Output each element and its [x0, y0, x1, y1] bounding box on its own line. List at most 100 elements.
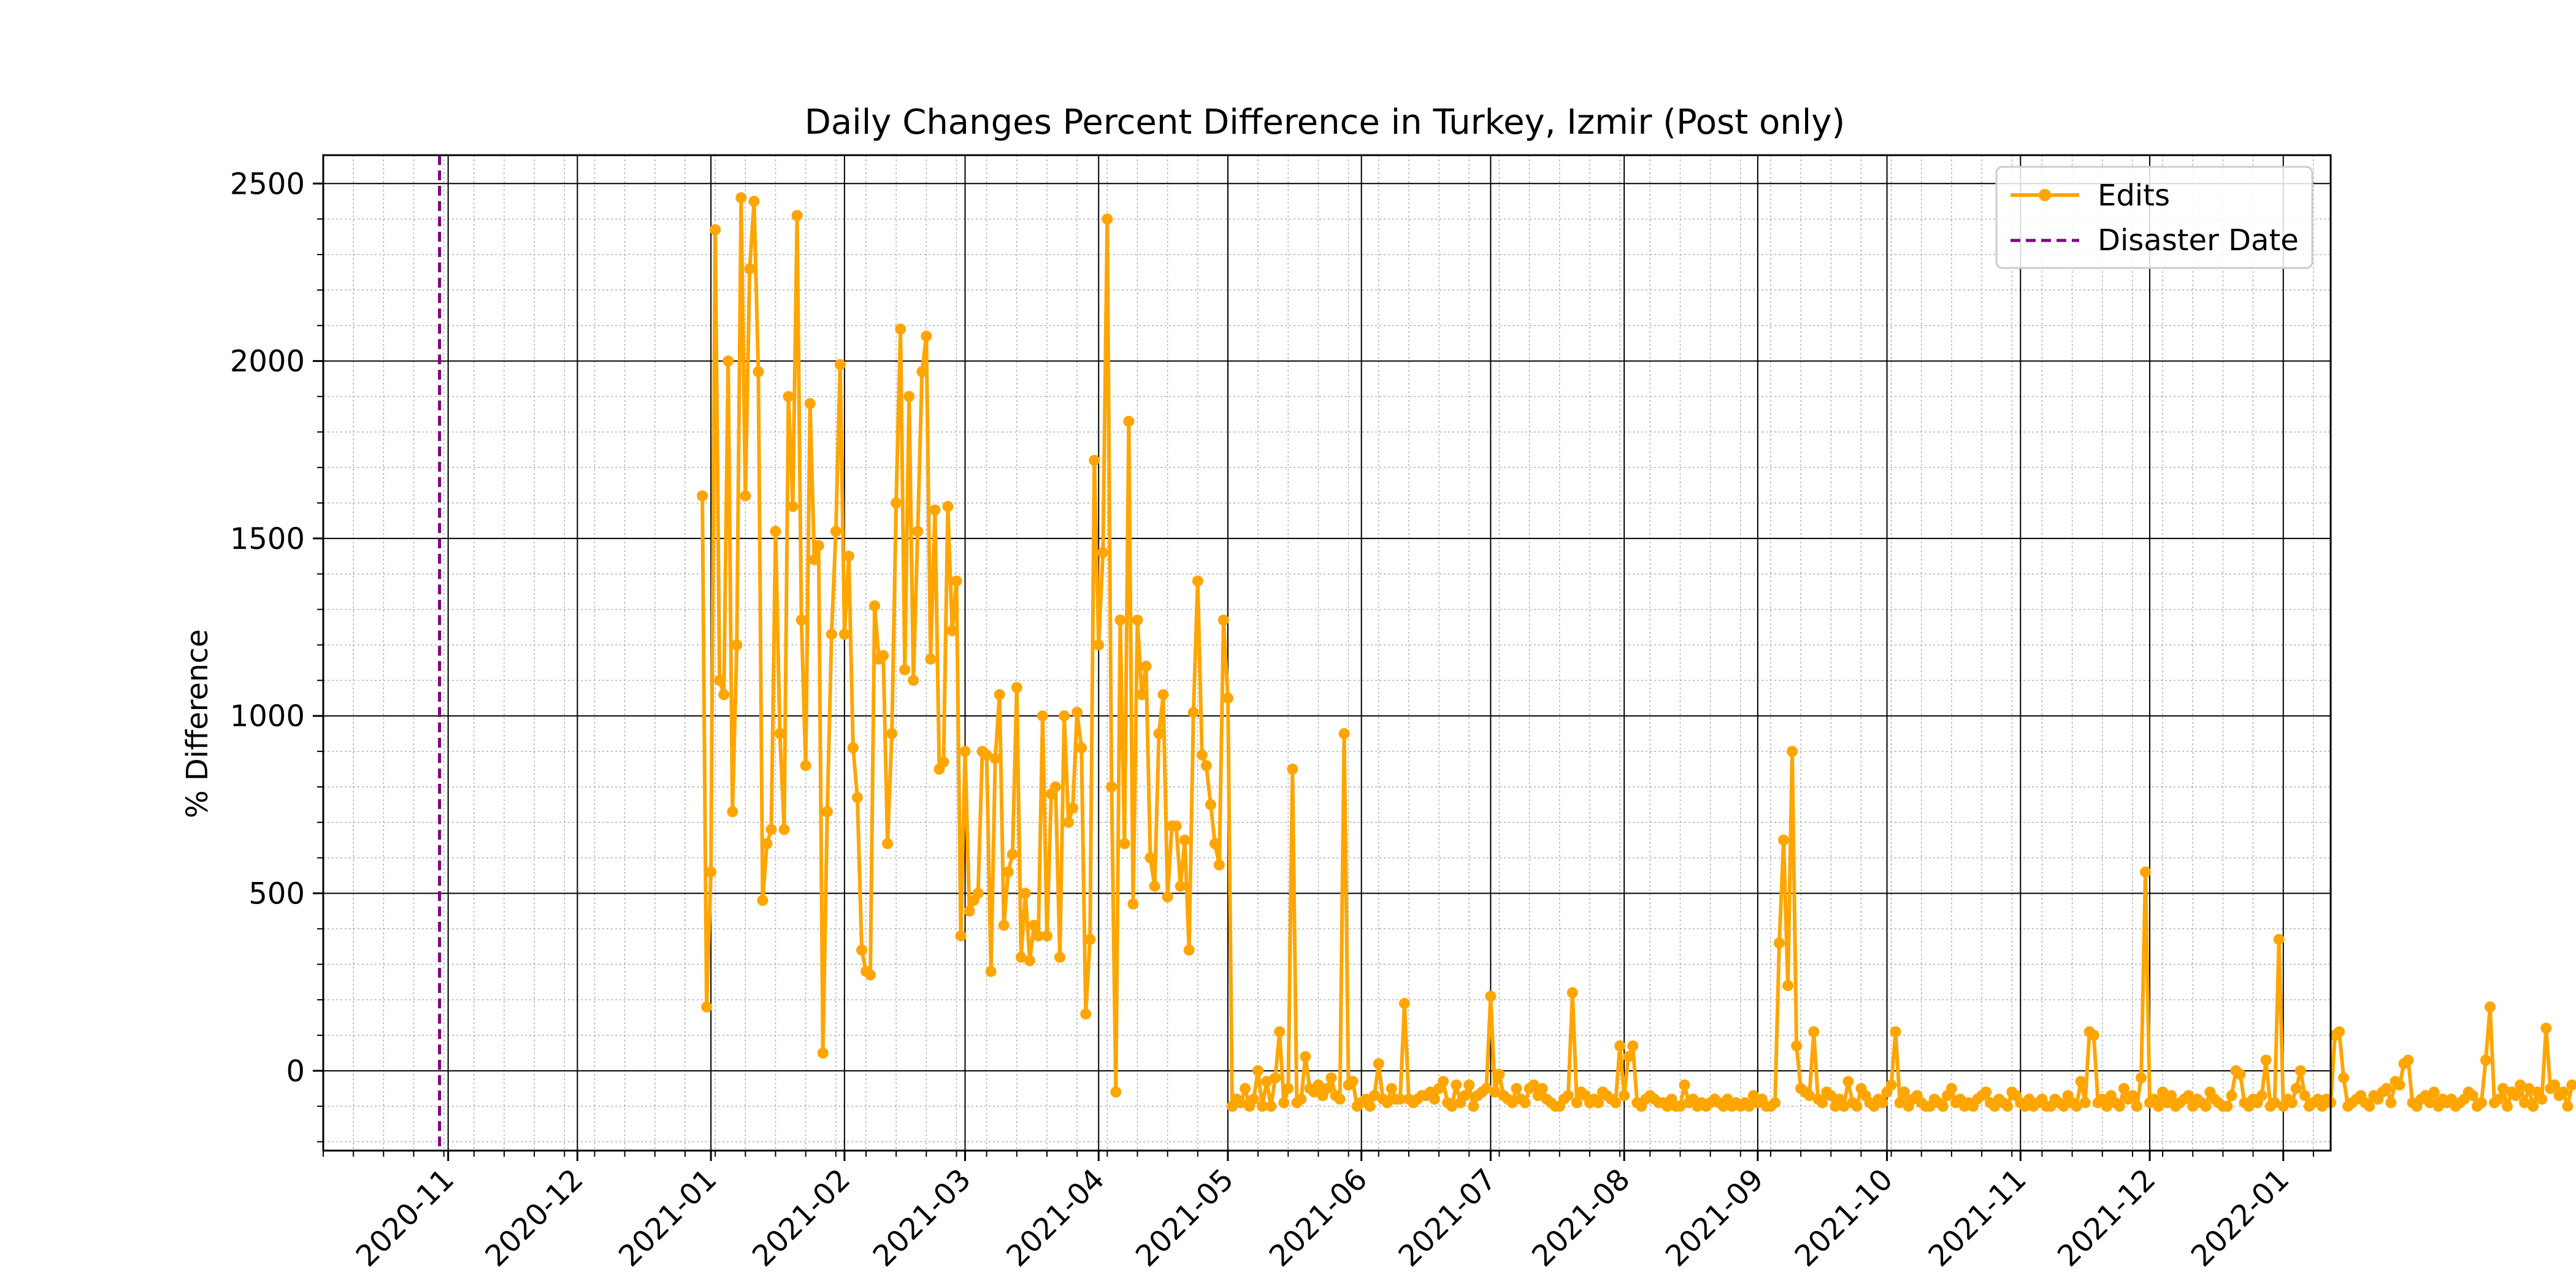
legend-disaster-label: Disaster Date — [2098, 223, 2299, 258]
edits-data-point — [2136, 1072, 2147, 1084]
edits-data-point — [1261, 1076, 1273, 1087]
edits-data-point — [1032, 930, 1044, 941]
edits-data-point — [1024, 955, 1035, 967]
edits-data-point — [727, 806, 738, 818]
edits-data-point — [2497, 1083, 2509, 1094]
edits-data-point — [2153, 1100, 2164, 1112]
edits-data-point — [735, 192, 747, 204]
y-axis-label: % Difference — [180, 629, 215, 818]
edits-data-point — [2114, 1100, 2125, 1112]
edits-data-point — [1898, 1086, 1910, 1098]
edits-data-point — [1217, 615, 1229, 626]
edits-data-point — [817, 1047, 829, 1059]
edits-data-point — [1313, 1079, 1324, 1091]
edits-data-point — [1274, 1026, 1286, 1038]
edits-data-point — [2424, 1097, 2436, 1108]
edits-data-point — [2402, 1054, 2414, 1066]
edits-data-point — [1446, 1100, 1458, 1112]
edits-data-point — [895, 323, 907, 335]
edits-data-point — [2510, 1090, 2521, 1102]
edits-data-point — [2079, 1097, 2091, 1108]
edits-data-point — [1084, 933, 1096, 945]
edits-data-point — [1037, 710, 1048, 722]
edits-data-point — [989, 753, 1001, 764]
edits-data-point — [899, 664, 911, 675]
edits-data-point — [1157, 689, 1169, 700]
edits-data-point — [1235, 1097, 1246, 1108]
edits-data-point — [821, 806, 833, 818]
edits-data-point — [1485, 991, 1497, 1002]
edits-data-point — [1593, 1097, 1604, 1108]
edits-data-point — [1321, 1083, 1333, 1094]
edits-data-point — [2140, 866, 2151, 878]
edits-data-point — [2166, 1090, 2177, 1102]
edits-data-point — [804, 398, 816, 409]
edits-data-point — [770, 526, 781, 537]
edits-data-point — [1067, 802, 1079, 814]
edits-data-point — [1019, 887, 1031, 899]
edits-data-point — [1610, 1097, 1622, 1108]
edits-data-point — [1097, 547, 1109, 558]
edits-data-point — [1851, 1100, 1863, 1112]
edits-data-point — [1894, 1097, 1906, 1108]
edits-data-point — [787, 500, 799, 512]
chart-title: Daily Changes Percent Difference in Turk… — [805, 102, 1846, 142]
edits-data-point — [2183, 1090, 2195, 1102]
edits-data-point — [1119, 838, 1130, 849]
edits-data-point — [791, 210, 803, 221]
edits-data-point — [1429, 1094, 1441, 1105]
edits-data-point — [903, 391, 915, 402]
edits-data-point — [1162, 891, 1173, 903]
edits-data-point — [1769, 1097, 1781, 1108]
edits-data-point — [1205, 799, 1216, 810]
legend-edits-marker — [2039, 189, 2051, 201]
edits-data-point — [1373, 1058, 1384, 1070]
edits-data-point — [705, 866, 717, 878]
edits-data-point — [813, 540, 824, 551]
edits-data-point — [2394, 1079, 2405, 1091]
edits-data-point — [1528, 1079, 1539, 1091]
y-tick-label: 500 — [248, 877, 305, 911]
edits-data-point — [1050, 781, 1061, 792]
edits-data-point — [2234, 1068, 2246, 1080]
edits-data-point — [753, 366, 764, 377]
edits-data-point — [972, 887, 984, 899]
edits-data-point — [1808, 1026, 1820, 1038]
major-grid — [323, 155, 2331, 1151]
edits-data-point — [1838, 1100, 1850, 1112]
edits-data-point — [1368, 1090, 1380, 1102]
edits-data-point — [886, 728, 898, 740]
edits-data-point — [1438, 1076, 1449, 1087]
edits-data-point — [912, 526, 924, 537]
edits-data-point — [1222, 692, 1233, 704]
edits-data-point — [1179, 834, 1190, 846]
edits-data-point — [2273, 933, 2285, 945]
edits-data-point — [1536, 1083, 1548, 1094]
edits-data-point — [2088, 1030, 2099, 1041]
edits-data-point — [916, 366, 928, 377]
edits-data-point — [1459, 1090, 1471, 1102]
y-tick-label: 0 — [286, 1054, 305, 1089]
edits-data-point — [1782, 979, 1793, 991]
edits-data-point — [1183, 945, 1195, 956]
legend: Edits Disaster Date — [1995, 166, 2313, 269]
edits-data-point — [2118, 1083, 2129, 1094]
edits-data-point — [1114, 615, 1126, 626]
legend-box — [1995, 166, 2313, 269]
edits-data-point — [1890, 1026, 1901, 1038]
edits-data-point — [701, 1001, 713, 1013]
edits-data-point — [1102, 213, 1113, 225]
edits-data-point — [951, 575, 962, 587]
edits-data-point — [1041, 930, 1052, 941]
edits-data-point — [2519, 1097, 2531, 1108]
edits-data-point — [2075, 1076, 2087, 1087]
edits-data-point — [1451, 1079, 1462, 1091]
edits-data-point — [878, 650, 889, 661]
edits-data-point — [1063, 816, 1075, 828]
edits-data-point — [1787, 746, 1798, 757]
edits-data-point — [1149, 880, 1160, 892]
edits-data-point — [761, 838, 773, 849]
edits-data-point — [2131, 1100, 2142, 1112]
edits-data-point — [2480, 1054, 2491, 1066]
